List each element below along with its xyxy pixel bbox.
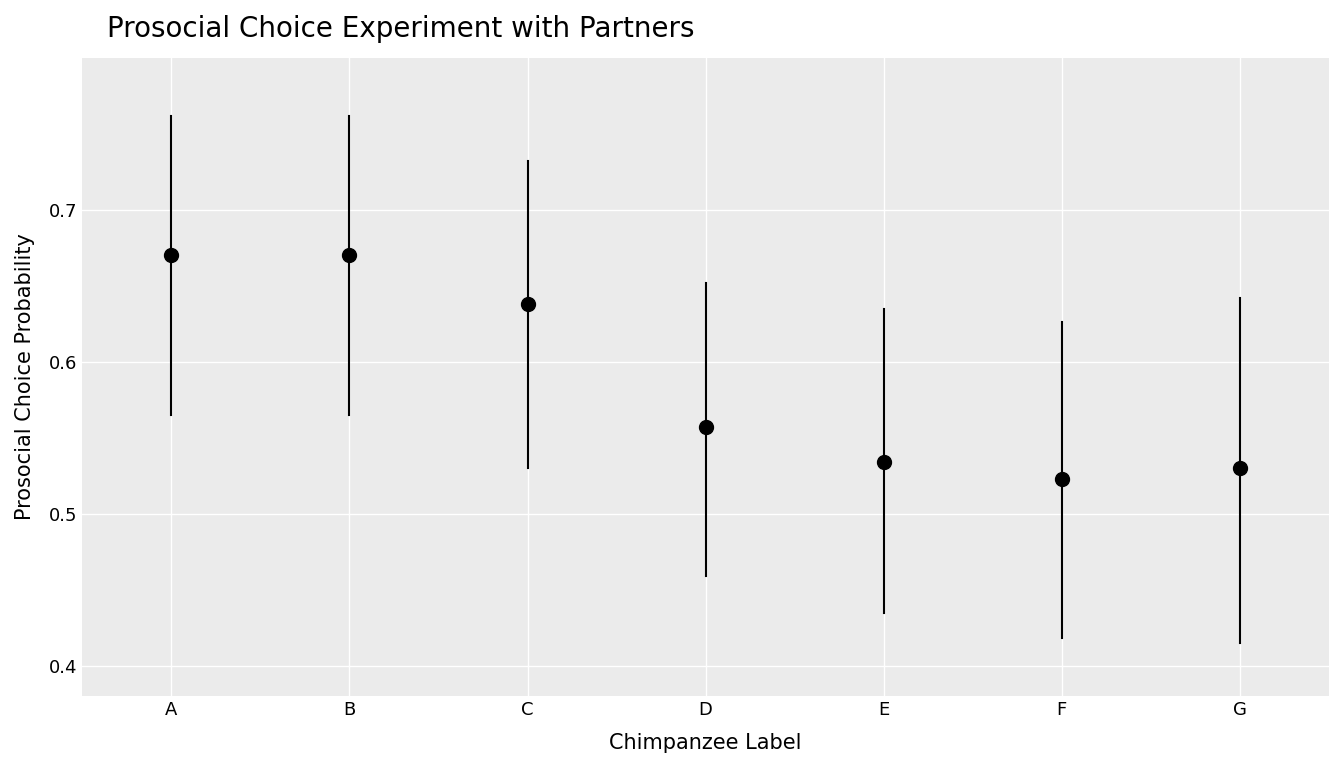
Point (160, 250, 181, 262)
Point (339, 250, 360, 262)
X-axis label: Chimpanzee Label: Chimpanzee Label (609, 733, 802, 753)
Point (695, 421, 716, 433)
Point (516, 298, 538, 310)
Point (874, 456, 895, 468)
Point (1051, 473, 1073, 485)
Text: Prosocial Choice Experiment with Partners: Prosocial Choice Experiment with Partner… (108, 15, 695, 43)
Point (1230, 462, 1251, 475)
Y-axis label: Prosocial Choice Probability: Prosocial Choice Probability (15, 233, 35, 521)
